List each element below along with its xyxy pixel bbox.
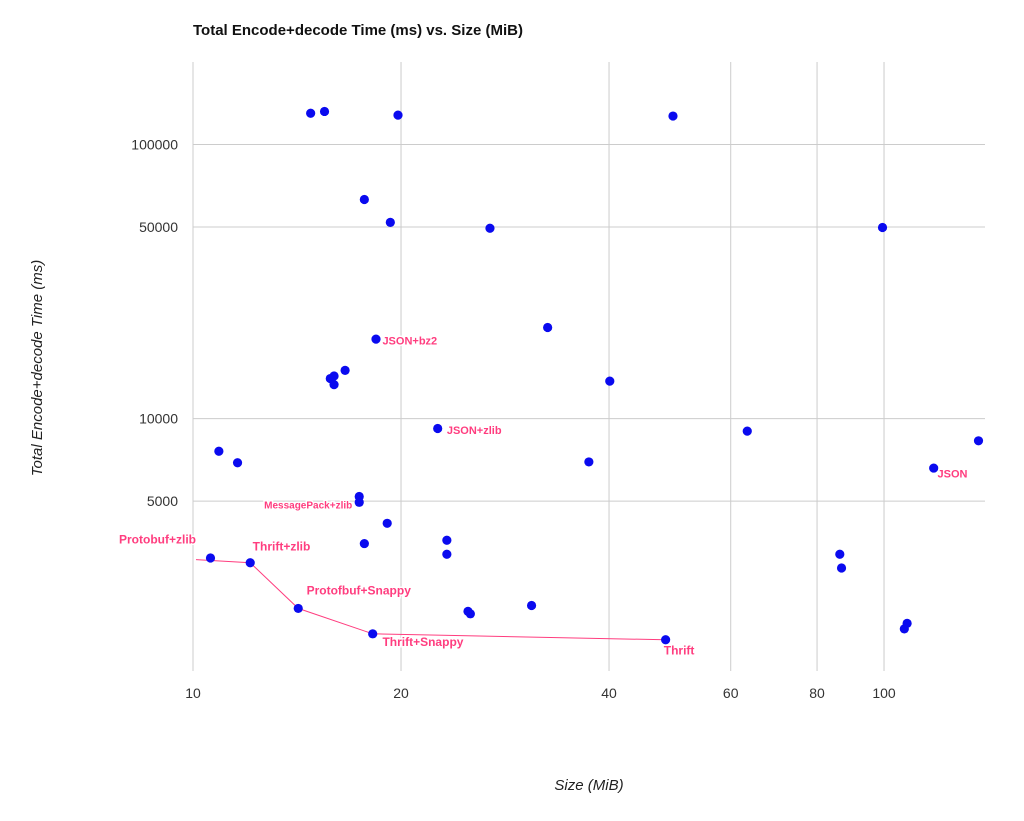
gridlines xyxy=(192,62,985,671)
data-point xyxy=(329,371,339,381)
data-point xyxy=(385,217,395,227)
data-point xyxy=(877,222,888,233)
data-point xyxy=(526,600,537,611)
data-point xyxy=(836,563,847,573)
data-point xyxy=(543,322,553,333)
x-tick-label: 60 xyxy=(723,685,739,701)
point-annotation: Protofbuf+Snappy xyxy=(307,584,412,598)
x-axis-label: Size (MiB) xyxy=(554,777,623,794)
data-point xyxy=(742,426,752,436)
data-point xyxy=(902,618,912,628)
data-point xyxy=(371,334,381,344)
data-point xyxy=(661,635,671,645)
x-tick-label: 80 xyxy=(809,685,825,701)
data-point xyxy=(835,549,845,559)
data-point xyxy=(340,365,350,375)
data-point xyxy=(293,603,303,614)
data-point xyxy=(354,497,364,507)
frontier-line xyxy=(195,559,666,641)
x-tick-label: 100 xyxy=(872,685,896,701)
data-point xyxy=(368,629,378,639)
data-points xyxy=(205,106,984,645)
data-point xyxy=(306,108,316,118)
y-axis-label: Total Encode+decode Time (ms) xyxy=(29,260,46,477)
data-point xyxy=(485,223,495,233)
point-annotation: JSON xyxy=(937,468,967,480)
data-point xyxy=(205,553,216,563)
point-annotation: JSON+bz2 xyxy=(382,336,437,348)
y-tick-label: 5000 xyxy=(147,493,178,509)
data-point xyxy=(319,106,330,117)
data-point xyxy=(359,538,369,549)
chart-title: Total Encode+decode Time (ms) vs. Size (… xyxy=(193,22,523,39)
y-tick-label: 50000 xyxy=(139,219,178,235)
y-tick-labels: 5000 10000 50000 100000 xyxy=(131,137,178,510)
data-point xyxy=(329,380,339,390)
x-tick-labels: 10 20 40 60 80 100 xyxy=(185,685,896,701)
x-tick-label: 10 xyxy=(185,685,201,701)
data-point xyxy=(393,110,403,120)
data-point xyxy=(605,376,615,386)
point-annotation: Thrift+Snappy xyxy=(382,635,463,649)
data-point xyxy=(465,609,475,619)
point-annotations: JSON+bz2 JSON+zlib MessagePack+zlib Protobu… xyxy=(117,334,969,659)
data-point xyxy=(232,458,243,468)
frontier-polyline xyxy=(195,559,666,641)
data-point xyxy=(214,446,224,456)
data-point xyxy=(442,535,452,545)
data-point xyxy=(442,549,452,559)
point-annotation: Thrift+zlib xyxy=(253,540,311,554)
data-point xyxy=(359,194,369,205)
data-point xyxy=(433,423,443,434)
y-tick-label: 10000 xyxy=(139,411,178,427)
x-tick-label: 20 xyxy=(393,685,409,701)
point-annotation: Protobuf+zlib xyxy=(119,533,196,547)
data-point xyxy=(973,436,984,446)
point-annotation: Thrift xyxy=(664,643,695,657)
data-point xyxy=(584,457,594,467)
point-annotation: MessagePack+zlib xyxy=(264,500,352,511)
x-tick-label: 40 xyxy=(601,685,617,701)
point-annotation: JSON+zlib xyxy=(447,425,502,437)
data-point xyxy=(382,518,392,528)
data-point xyxy=(245,558,255,568)
y-tick-label: 100000 xyxy=(131,137,178,153)
data-point xyxy=(929,463,939,473)
data-point xyxy=(668,111,678,121)
